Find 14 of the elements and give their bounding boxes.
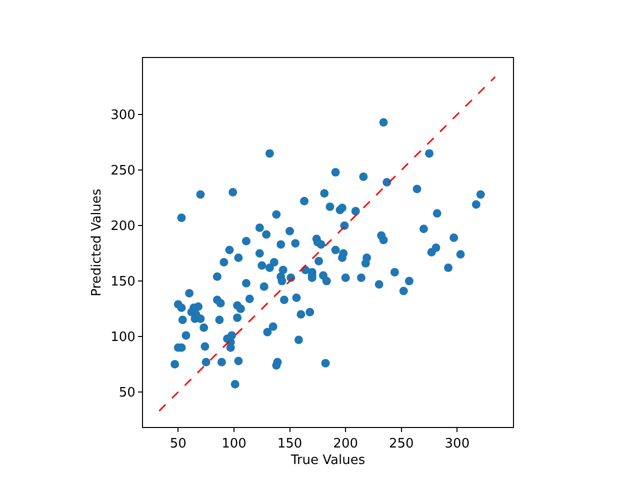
x-tick-label: 300 xyxy=(444,436,470,452)
y-tick-label: 100 xyxy=(110,330,136,346)
x-tick-label: 100 xyxy=(222,436,246,452)
y-tick-label: 150 xyxy=(110,274,136,290)
x-tick-label: 50 xyxy=(170,436,186,452)
y-tick-label: 50 xyxy=(118,386,136,401)
x-tick-label: 200 xyxy=(333,436,358,452)
x-tick-label: 150 xyxy=(277,436,302,452)
y-tick-label: 300 xyxy=(110,108,136,124)
y-axis-title: Predicted Values xyxy=(90,188,105,296)
y-tick-label: 250 xyxy=(110,164,136,179)
x-axis-title: True Values xyxy=(290,453,366,468)
y-tick-label: 200 xyxy=(110,219,136,234)
x-tick-label: 250 xyxy=(388,436,414,452)
